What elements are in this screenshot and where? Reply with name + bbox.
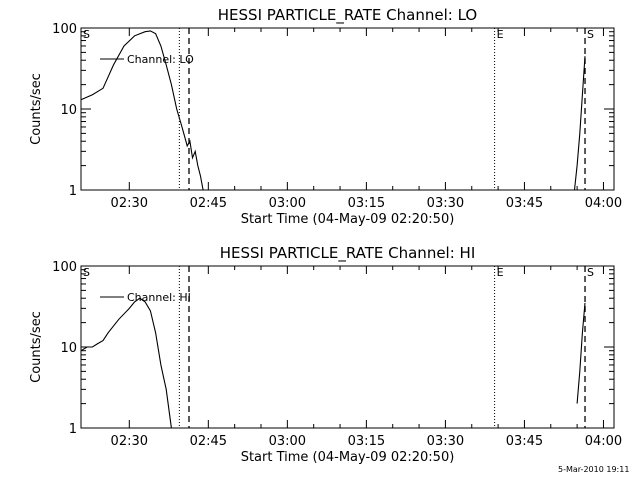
marker-label: S — [587, 28, 594, 41]
series-line — [576, 302, 586, 404]
marker-label: E — [497, 28, 504, 41]
y-axis-label: Counts/sec — [29, 311, 44, 383]
y-tick-label: 10 — [60, 341, 77, 356]
y-tick-label: 1 — [69, 184, 77, 199]
marker-label: E — [497, 266, 504, 279]
x-tick-label: 02:30 — [111, 434, 148, 449]
y-tick-label: 100 — [52, 260, 77, 275]
x-tick-label: 03:45 — [506, 196, 543, 211]
legend-label: Channel: LO — [127, 53, 194, 66]
x-tick-label: 03:15 — [348, 434, 385, 449]
chart-title: HESSI PARTICLE_RATE Channel: HI — [220, 244, 476, 263]
x-tick-label: 02:45 — [190, 196, 227, 211]
x-tick-label: 03:15 — [348, 196, 385, 211]
x-tick-label: 02:30 — [111, 196, 148, 211]
x-tick-label: 03:00 — [269, 434, 306, 449]
marker-label: S — [83, 28, 90, 41]
y-tick-label: 10 — [60, 103, 77, 118]
x-axis-label: Start Time (04-May-09 02:20:50) — [241, 212, 455, 227]
timestamp: 5-Mar-2010 19:11 — [558, 465, 630, 474]
x-tick-label: 04:00 — [585, 434, 622, 449]
x-tick-label: 04:00 — [585, 196, 622, 211]
legend-label: Channel: HI — [127, 291, 191, 304]
x-tick-label: 03:00 — [269, 196, 306, 211]
y-tick-label: 1 — [69, 422, 77, 437]
marker-label: S — [587, 266, 594, 279]
y-tick-label: 100 — [52, 22, 77, 37]
x-tick-label: 02:45 — [190, 434, 227, 449]
x-tick-label: 03:30 — [427, 196, 464, 211]
x-tick-label: 03:45 — [506, 434, 543, 449]
marker-label: S — [83, 266, 90, 279]
y-axis-label: Counts/sec — [29, 73, 44, 145]
series-line — [573, 56, 586, 191]
series-line — [80, 297, 172, 429]
x-tick-label: 03:30 — [427, 434, 464, 449]
x-axis-label: Start Time (04-May-09 02:20:50) — [241, 450, 455, 465]
chart-title: HESSI PARTICLE_RATE Channel: LO — [218, 6, 477, 25]
